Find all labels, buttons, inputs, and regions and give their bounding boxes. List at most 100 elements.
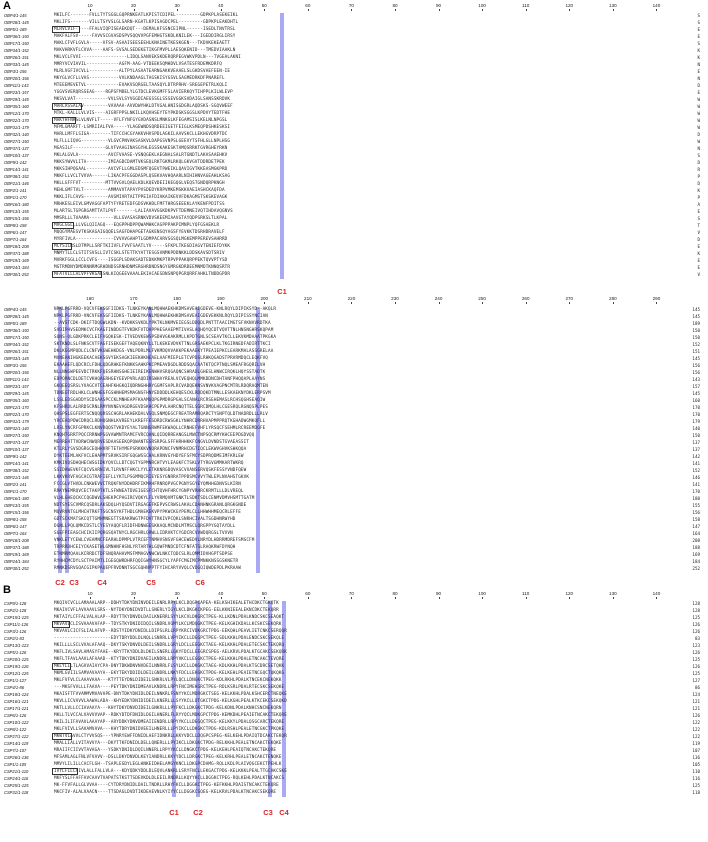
sequence-end-mark: V <box>697 230 700 235</box>
sequence-residues: MVNEANIHGKEEKACAEKSGVYEKSAGKIEEKHKNEAELA… <box>54 356 268 361</box>
sequence-end-mark: D <box>697 160 700 165</box>
sequence-end-mark: D <box>697 83 700 88</box>
sequence-end-mark: 151 <box>692 349 700 354</box>
sequence-name: CSP1/1-127 <box>4 678 27 683</box>
ruler-tick-mark <box>525 597 527 599</box>
sequence-name: OBP36/1-150 <box>4 328 29 333</box>
sequence-name: CSP15/1-125 <box>4 615 29 620</box>
sequence-name: OBP11/1-143 <box>4 377 29 382</box>
ruler-tick-label: 90 <box>436 3 442 8</box>
sequence-name: OBP9/1-142 <box>4 454 27 459</box>
sequence-end-mark: 252 <box>692 566 700 571</box>
conserved-cysteine-column <box>58 307 62 573</box>
sequence-end-mark: E <box>697 258 700 263</box>
sequence-residues: MEHLGMFTVLT---------AMMAVVTAPAYPVSDEDYKR… <box>54 188 225 193</box>
sequence-residues: MFSAMLAGLFNLVFVAVV--DSLLDKYDNVDLKEYIANDR… <box>54 755 282 760</box>
sequence-end-mark: E <box>697 90 700 95</box>
signal-peptide-box <box>52 117 76 124</box>
sequence-residues: SQNS-QLGDKPRKCLEIFVGQKESK-ITVEDVKEWSPSDH… <box>54 335 277 340</box>
sequence-end-mark: 142 <box>692 454 700 459</box>
sequence-residues: MTKL-KALLLVLVIS----AIGRFPPSLNKILLKQVHSEY… <box>54 111 231 116</box>
sequence-residues: MLRVLVIF-----FFALVIQPISEAEKDQT---DEMALKF… <box>54 27 236 32</box>
sequence-name: CSP18/1-124 <box>4 692 29 697</box>
sequence-end-mark: 150 <box>692 335 700 340</box>
conserved-cysteine-column <box>196 601 200 797</box>
sequence-residues: MLRLVGFIVCVLL-----------ALTPYLASAATEARNG… <box>54 69 231 74</box>
ruler-tick-label: 260 <box>521 296 530 301</box>
sequence-name: OBP12/1-170 <box>4 405 29 410</box>
ruler-tick-mark <box>90 9 91 11</box>
sequence-residues: MLARTSLTGPGRGAMTTATLPVF-------LALIAVAVGG… <box>54 209 233 214</box>
signal-peptide-box <box>52 243 72 250</box>
sequence-end-mark: 124 <box>692 692 700 697</box>
sequence-end-mark: 145 <box>692 307 700 312</box>
sequence-end-mark: W <box>697 104 700 109</box>
sequence-name: OBP32/1-140 <box>4 132 29 137</box>
sequence-end-mark: W <box>697 97 700 102</box>
sequence-name: OBP4/1-145 <box>4 13 27 18</box>
sequence-end-mark: 184 <box>692 559 700 564</box>
sequence-name: CSP21/1-110 <box>4 769 29 774</box>
sequence-residues: NDTSYESCVMRCQSDRLAKSDQLHYQSDVTIRGAGEFKEP… <box>54 503 247 508</box>
sequence-end-mark: 83 <box>694 636 700 641</box>
sequence-residues: MKLFVFVLCLAAAVAAA---KTYTTEYDNLDIDEILSNKR… <box>54 678 282 683</box>
sequence-end-mark: P <box>697 195 700 200</box>
sequence-name: OBP35/1-160 <box>4 104 29 109</box>
sequence-name: OBP11/1-143 <box>4 83 29 88</box>
ruler-tick-mark <box>220 302 222 304</box>
sequence-residues: KFSHRDLALRRDSCRNLRMYNVNEVAGDRGEVDSKHCPEP… <box>54 405 268 410</box>
sequence-end-mark: E <box>697 34 700 39</box>
ruler-tick-mark <box>307 302 309 304</box>
sequence-residues: MGTRMDNYDMDRNNRMGRHDNDSSRNHDNMSRGHRDNDSN… <box>54 265 231 270</box>
ruler-tick-mark <box>220 9 222 11</box>
sequence-name: OBP37/1-137 <box>4 440 29 445</box>
sequence-residues: MFMLGMARFT-LSMRIIALFVA-----YLAGEWNDSQRDE… <box>54 125 231 130</box>
sequence-residues: KMKIVQSDHQHECWSGIDKYQVCLLDTCQGTYGPMNRCHT… <box>54 461 244 466</box>
sequence-name: CSP12/1-125 <box>4 671 29 676</box>
sequence-end-mark: T <box>697 223 700 228</box>
ruler-tick-label: 140 <box>652 591 661 596</box>
sequence-name: OBP18/1-208 <box>4 244 29 249</box>
cysteine-label: C5 <box>146 578 156 587</box>
sequence-residues: MKAISFTFVVAMMVMVAVAPE-DNYTDKYDNIDLDEILNN… <box>54 692 287 697</box>
conserved-cysteine-column <box>256 307 260 573</box>
sequence-name: OBP9/1-142 <box>4 160 27 165</box>
sequence-name: OBP37/1-188 <box>4 545 29 550</box>
sequence-name: CSP6/1-126 <box>4 713 27 718</box>
sequence-name: CSP14/1-119 <box>4 741 29 746</box>
ruler-tick-label: 20 <box>131 591 137 596</box>
sequence-end-mark: 152 <box>692 342 700 347</box>
sequence-end-mark: 122 <box>692 727 700 732</box>
sequence-residues: --AVSTCDK-DKIFTDQGWLKDN--KVDKKSVKDLYPKTK… <box>54 321 271 326</box>
sequence-residues: MKTLLVLLCCIAVAAYA---KHYTDKYDNVDIDEILGNKR… <box>54 706 282 711</box>
sequence-residues: ---------------------EDYTDRYDDLDLNQLLSNR… <box>54 636 285 641</box>
ruler-tick-mark <box>395 9 396 11</box>
sequence-residues: MARLLMFFLSIGA--------TIFCCHCGYAKKVHVSPDL… <box>54 132 228 137</box>
sequence-end-mark: 156 <box>692 370 700 375</box>
sequence-residues: KNQHTGRRTPQCCRRNWPSGVAWMNTRAMCFVRCQANLQI… <box>54 433 255 438</box>
sequence-residues: MKVAVLCICFSLIALAFVP--RDSTYIDKYDNIDLLDIPS… <box>54 629 287 634</box>
sequence-residues: MQVRVNTGLMHCHTRKFTSGCNSYKFTHDLGMAEKEKVPY… <box>54 510 241 515</box>
sequence-residues: LRSLYNCRFGPRKCLKNVRQQSTVKDYEYALTGNNGRWMF… <box>54 426 266 431</box>
sequence-end-mark: 121 <box>692 699 700 704</box>
sequence-end-mark: 121 <box>692 706 700 711</box>
sequence-residues: MKKFLLVCLTVVVA------LIKACPFEGGDASPLQSEKV… <box>54 174 231 179</box>
ruler-tick-mark <box>612 597 614 599</box>
sequence-residues: RYNHCMCDYLSCTPAIMTLIGEGQWRDHRFQQIGWYHNSG… <box>54 559 239 564</box>
ruler-tick-label: 210 <box>304 296 312 301</box>
sequence-residues: TRPRRDHCEIYCKASETWLGMNHNFHSNLYRTARTHLGQW… <box>54 545 236 550</box>
ruler-tick-mark <box>612 9 614 11</box>
sequence-residues: MKLALGVLA-----------AVCFVAASE-VSNQGEKLAE… <box>54 153 228 158</box>
cysteine-label: C1 <box>169 808 179 817</box>
sequence-end-mark: 146 <box>692 475 700 480</box>
sequence-end-mark: D <box>697 132 700 137</box>
sequence-residues: MFATVILLALVPFVKGAESNLKIQGEEVAAALEKIACAES… <box>54 272 231 277</box>
sequence-residues: KTLRLYSVSDGRGCEQHHVRFTETHYMEPSRKKKVNQRAP… <box>54 447 247 452</box>
cysteine-label: C4 <box>97 578 107 587</box>
sequence-end-mark: 170 <box>692 489 700 494</box>
sequence-end-mark: 179 <box>692 419 700 424</box>
sequence-residues: MKVAVLCLISVAAAVAFAP--TDYSTKYDNIDIDQILSND… <box>54 622 282 627</box>
sequence-residues: MKFYSLFFAFFAVCAAVTVAPATSTKSTTSDEVKDLDLEE… <box>54 776 285 781</box>
ruler-tick-mark <box>133 302 135 304</box>
sequence-name: CSP13/1-123 <box>4 643 29 648</box>
